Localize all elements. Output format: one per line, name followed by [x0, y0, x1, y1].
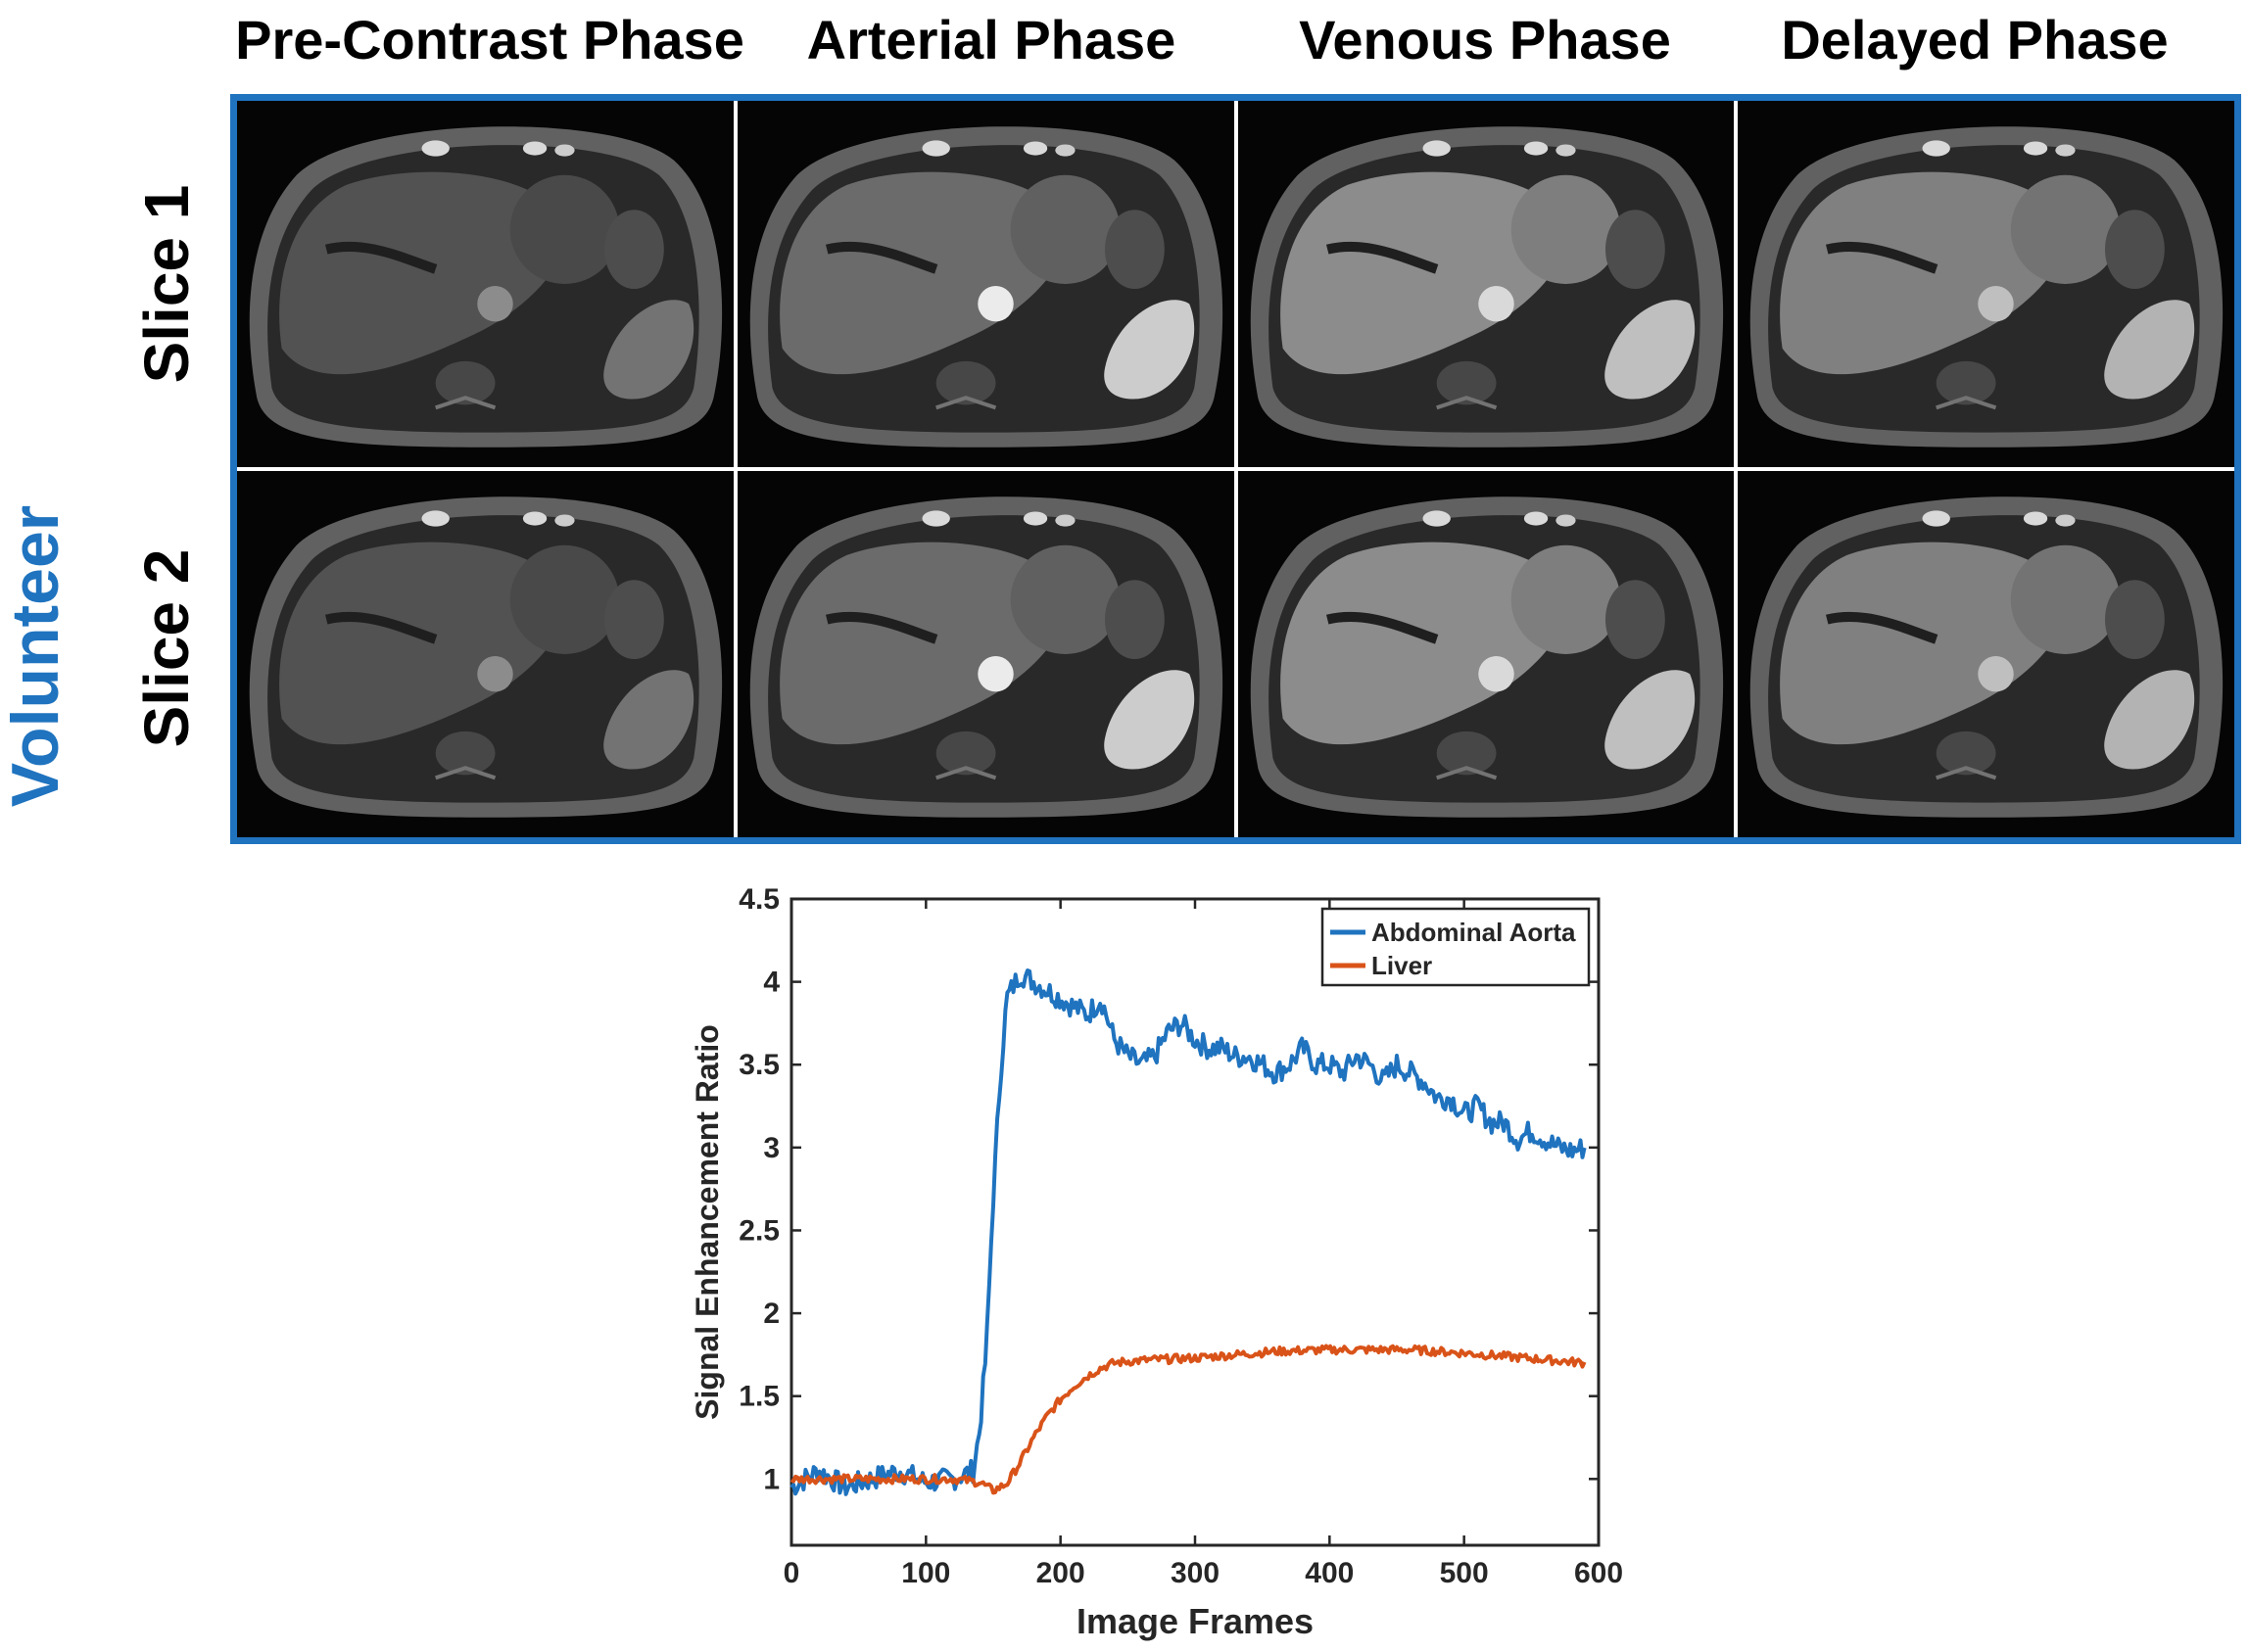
mri-image-grid [230, 94, 2241, 844]
volunteer-label-text: Volunteer [0, 504, 72, 808]
phase-title-pre-contrast: Pre-Contrast Phase [235, 9, 744, 71]
y-axis-label: Signal Enhancement Ratio [690, 1024, 725, 1420]
y-tick-label: 3.5 [739, 1049, 780, 1081]
y-tick-label: 4.5 [739, 883, 780, 916]
y-tick-label: 3 [763, 1132, 780, 1164]
y-tick-label: 1 [763, 1463, 780, 1495]
x-axis-label: Image Frames [1077, 1601, 1314, 1641]
y-tick-label: 2.5 [739, 1214, 780, 1247]
mri-slice-1-venous [1237, 101, 1735, 467]
volunteer-label: Volunteer [0, 505, 72, 808]
x-tick-label: 600 [1574, 1557, 1623, 1589]
mri-slice-1-delayed [1738, 101, 2234, 467]
slice-1-label-text: Slice 1 [131, 184, 202, 384]
plot-area [790, 897, 1601, 1547]
mri-slice-1-arterial [737, 101, 1234, 467]
slice-2-label: Slice 2 [131, 549, 202, 748]
mri-slice-2-venous [1237, 471, 1735, 837]
signal-enhancement-chart: 0 100 200 300 400 500 600 1 1.5 2 2.5 3 3.5 4 4.5 Image… [690, 883, 1623, 1641]
mri-slice-2-arterial [737, 471, 1234, 837]
legend-label: Liver [1371, 951, 1432, 980]
x-tick-label: 300 [1171, 1557, 1220, 1589]
phase-title-venous: Venous Phase [1299, 9, 1671, 71]
series-line-liver [790, 1344, 1587, 1495]
x-tick-label: 100 [901, 1557, 950, 1589]
x-tick-label: 200 [1036, 1557, 1085, 1589]
y-tick-label: 4 [763, 967, 780, 999]
phase-title-arterial: Arterial Phase [806, 9, 1176, 71]
slice-2-label-text: Slice 2 [131, 548, 202, 748]
grid-divider-horizontal [237, 467, 2234, 471]
legend-box [1320, 907, 1591, 987]
x-tick-label: 400 [1305, 1557, 1354, 1589]
mri-slice-2-pre-contrast [237, 471, 734, 837]
slice-1-label: Slice 1 [131, 185, 202, 384]
x-tick-label: 500 [1440, 1557, 1489, 1589]
legend-label: Abdominal Aorta [1371, 918, 1576, 947]
y-tick-label: 1.5 [739, 1381, 780, 1413]
mri-slice-2-delayed [1738, 471, 2234, 837]
y-tick-label: 2 [763, 1298, 780, 1330]
mri-slice-1-pre-contrast [237, 101, 734, 467]
phase-title-delayed: Delayed Phase [1781, 9, 2169, 71]
x-tick-label: 0 [784, 1557, 800, 1589]
